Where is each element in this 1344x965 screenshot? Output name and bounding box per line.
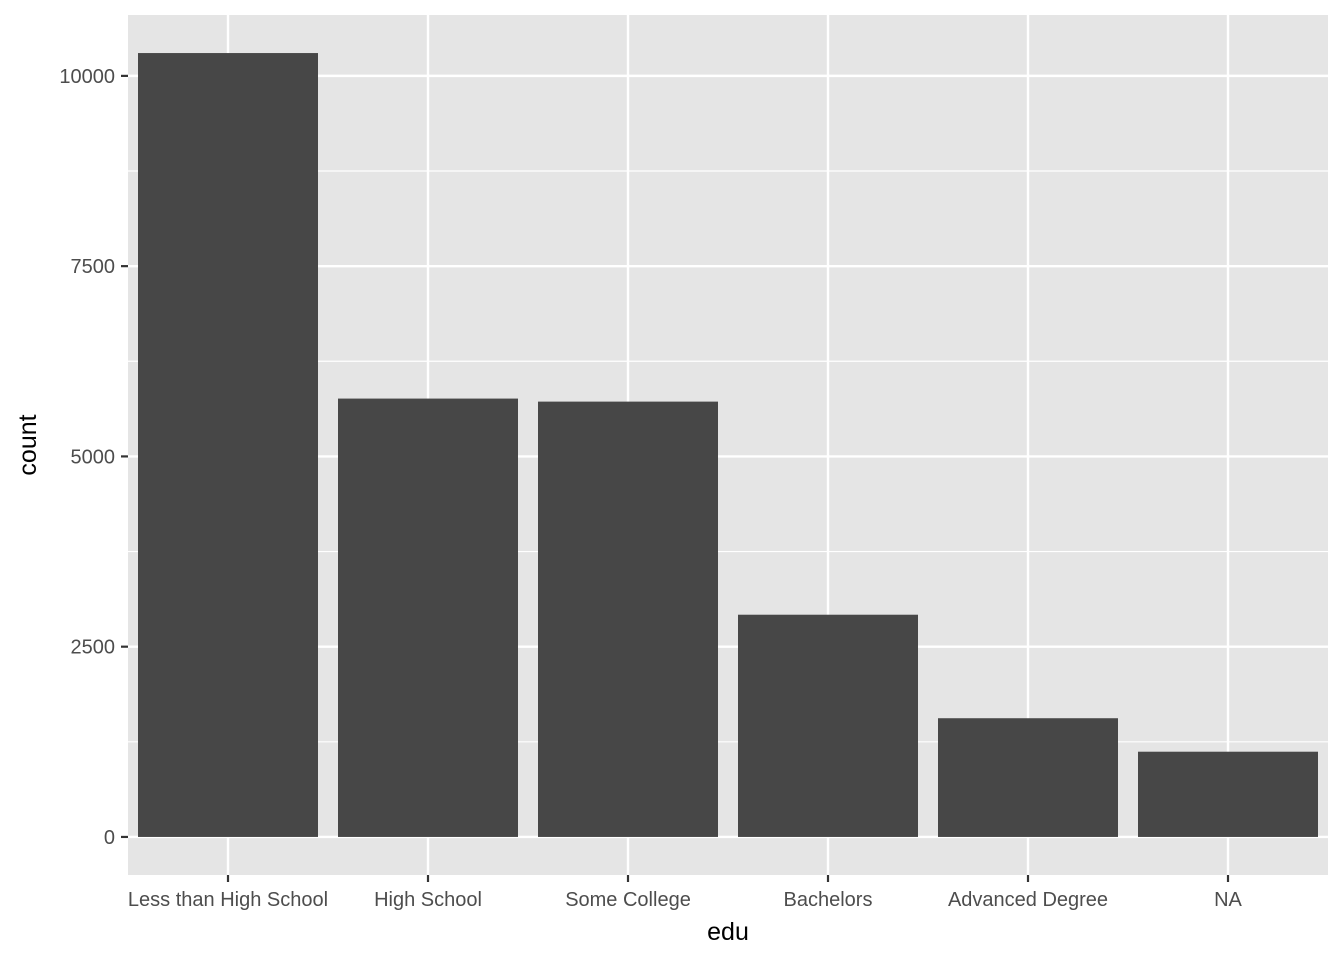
- bar: [1138, 751, 1318, 837]
- plot-panel: [128, 15, 1328, 875]
- y-tick-label: 7500: [71, 256, 116, 278]
- y-tick-label: 0: [104, 827, 115, 849]
- bar: [538, 401, 718, 837]
- x-axis-title: edu: [707, 918, 749, 946]
- bar: [738, 614, 918, 837]
- x-axis: Less than High School High School Some Col…: [128, 875, 1243, 911]
- bar: [338, 398, 518, 837]
- y-tick-label: 10000: [59, 66, 115, 88]
- y-tick-label: 5000: [71, 446, 116, 468]
- minor-gridlines: [128, 170, 1328, 743]
- x-tick-label: Some College: [565, 889, 691, 911]
- y-tick-label: 2500: [71, 637, 116, 659]
- bars: [138, 53, 1318, 837]
- y-axis: 0 2500 5000 7500 10000: [59, 66, 128, 849]
- x-tick-label: Bachelors: [784, 889, 873, 911]
- x-tick-label: NA: [1214, 889, 1242, 911]
- bar: [938, 718, 1118, 837]
- bar: [138, 53, 318, 837]
- x-tick-label: Advanced Degree: [948, 889, 1108, 911]
- x-tick-label: Less than High School: [128, 889, 328, 911]
- y-axis-title: count: [14, 414, 42, 475]
- x-tick-label: High School: [374, 889, 482, 911]
